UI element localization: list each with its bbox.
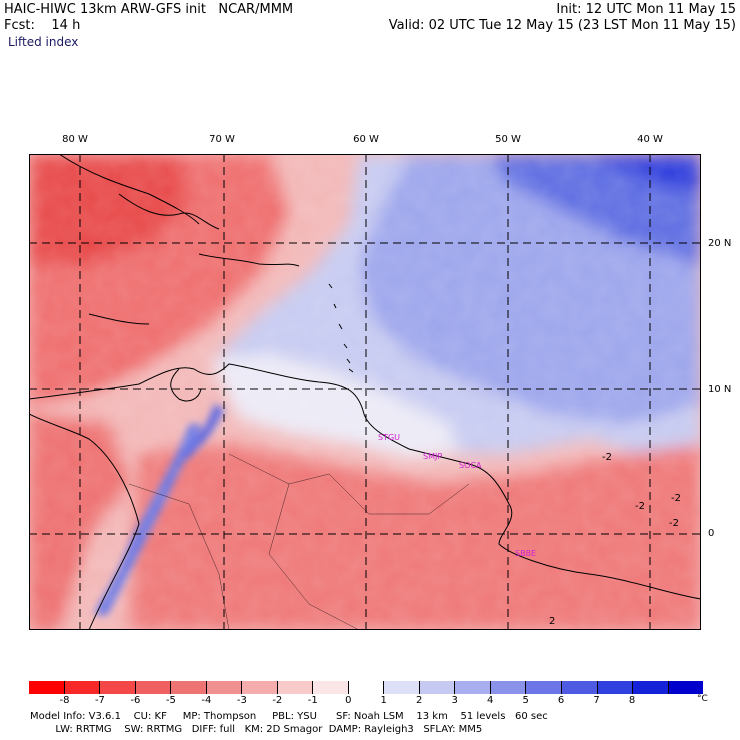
- colorbar-tick-label: 3: [451, 695, 458, 706]
- lon-label-50w: 50 W: [495, 134, 521, 145]
- colorbar-swatch: [668, 681, 704, 694]
- init-time: Init: 12 UTC Mon 11 May 15: [556, 2, 736, 17]
- field-name: Lifted index: [8, 35, 79, 49]
- colorbar-tick-label: -5: [165, 695, 176, 706]
- station-label-smjp: SMJP: [423, 452, 442, 461]
- lifted-index-map: -2 -2 -2 -2 2 STGU SMJP SOCA SBBE: [29, 154, 701, 630]
- colorbar-swatch: [384, 681, 420, 694]
- contour-label: -2: [671, 493, 681, 504]
- lon-label-60w: 60 W: [353, 134, 379, 145]
- colorbar-swatch: [206, 681, 243, 694]
- map-frame: [29, 154, 701, 630]
- coastlines: [29, 154, 701, 630]
- colorbar-swatch: [171, 681, 207, 694]
- colorbar-tick-label: 6: [557, 695, 565, 706]
- model-title: HAIC-HIWC 13km ARW-GFS init NCAR/MMM: [4, 2, 294, 17]
- colorbar-swatch: [135, 681, 172, 694]
- colorbar-tick-label: -6: [130, 695, 141, 706]
- colorbar-tick-label: 8: [628, 695, 636, 706]
- colorbar: [29, 681, 704, 694]
- colorbar-tick-label: 4: [486, 695, 494, 706]
- colorbar-swatch: [29, 681, 65, 694]
- colorbar-tick-label: 1: [380, 695, 387, 706]
- lon-label-70w: 70 W: [209, 134, 235, 145]
- contour-label: -2: [602, 452, 612, 463]
- colorbar-swatch: [490, 681, 527, 694]
- colorbar-tick-label: 2: [416, 695, 423, 706]
- colorbar-swatch: [277, 681, 314, 694]
- colorbar-swatch: [455, 681, 491, 694]
- model-info-line: Model Info: V3.6.1 CU: KF MP: Thompson P…: [30, 711, 548, 722]
- colorbar-swatch: [597, 681, 634, 694]
- lat-label-10n: 10 N: [708, 384, 732, 395]
- colorbar-swatch: [633, 681, 669, 694]
- lon-label-40w: 40 W: [637, 134, 663, 145]
- physics-info-line: LW: RRTMG SW: RRTMG DIFF: full KM: 2D Sm…: [30, 724, 483, 735]
- colorbar-tick-label: 5: [522, 695, 529, 706]
- forecast-hour: Fcst: 14 h: [4, 18, 81, 33]
- colorbar-tick-label: -1: [307, 695, 318, 706]
- colorbar-tick-label: -7: [94, 695, 105, 706]
- colorbar-unit: °C: [697, 694, 708, 704]
- colorbar-tick-label: 7: [593, 695, 600, 706]
- lon-label-80w: 80 W: [62, 134, 88, 145]
- colorbar-swatch: [64, 681, 101, 694]
- valid-time: Valid: 02 UTC Tue 12 May 15 (23 LST Mon …: [388, 18, 736, 33]
- colorbar-swatch: [561, 681, 598, 694]
- colorbar-swatch: [313, 681, 349, 694]
- contour-label: -2: [635, 501, 645, 512]
- station-label-stgu: STGU: [378, 433, 400, 442]
- colorbar-swatch: [348, 681, 385, 694]
- contour-label: 2: [549, 616, 555, 627]
- colorbar-tick-label: -4: [201, 695, 212, 706]
- colorbar-tick-label: -3: [236, 695, 247, 706]
- colorbar-swatch: [526, 681, 562, 694]
- lat-lon-grid: [29, 154, 701, 630]
- colorbar-swatch: [419, 681, 456, 694]
- colorbar-tick-label: -8: [59, 695, 70, 706]
- contour-label: -2: [669, 518, 679, 529]
- lat-label-20n: 20 N: [708, 238, 732, 249]
- station-label-sbbe: SBBE: [515, 549, 536, 558]
- station-label-soca: SOCA: [459, 461, 482, 470]
- colorbar-tick-label: 0: [345, 695, 352, 706]
- colorbar-swatch: [242, 681, 278, 694]
- lat-label-equator: 0: [708, 528, 715, 539]
- colorbar-swatch: [100, 681, 136, 694]
- colorbar-tick-label: -2: [272, 695, 283, 706]
